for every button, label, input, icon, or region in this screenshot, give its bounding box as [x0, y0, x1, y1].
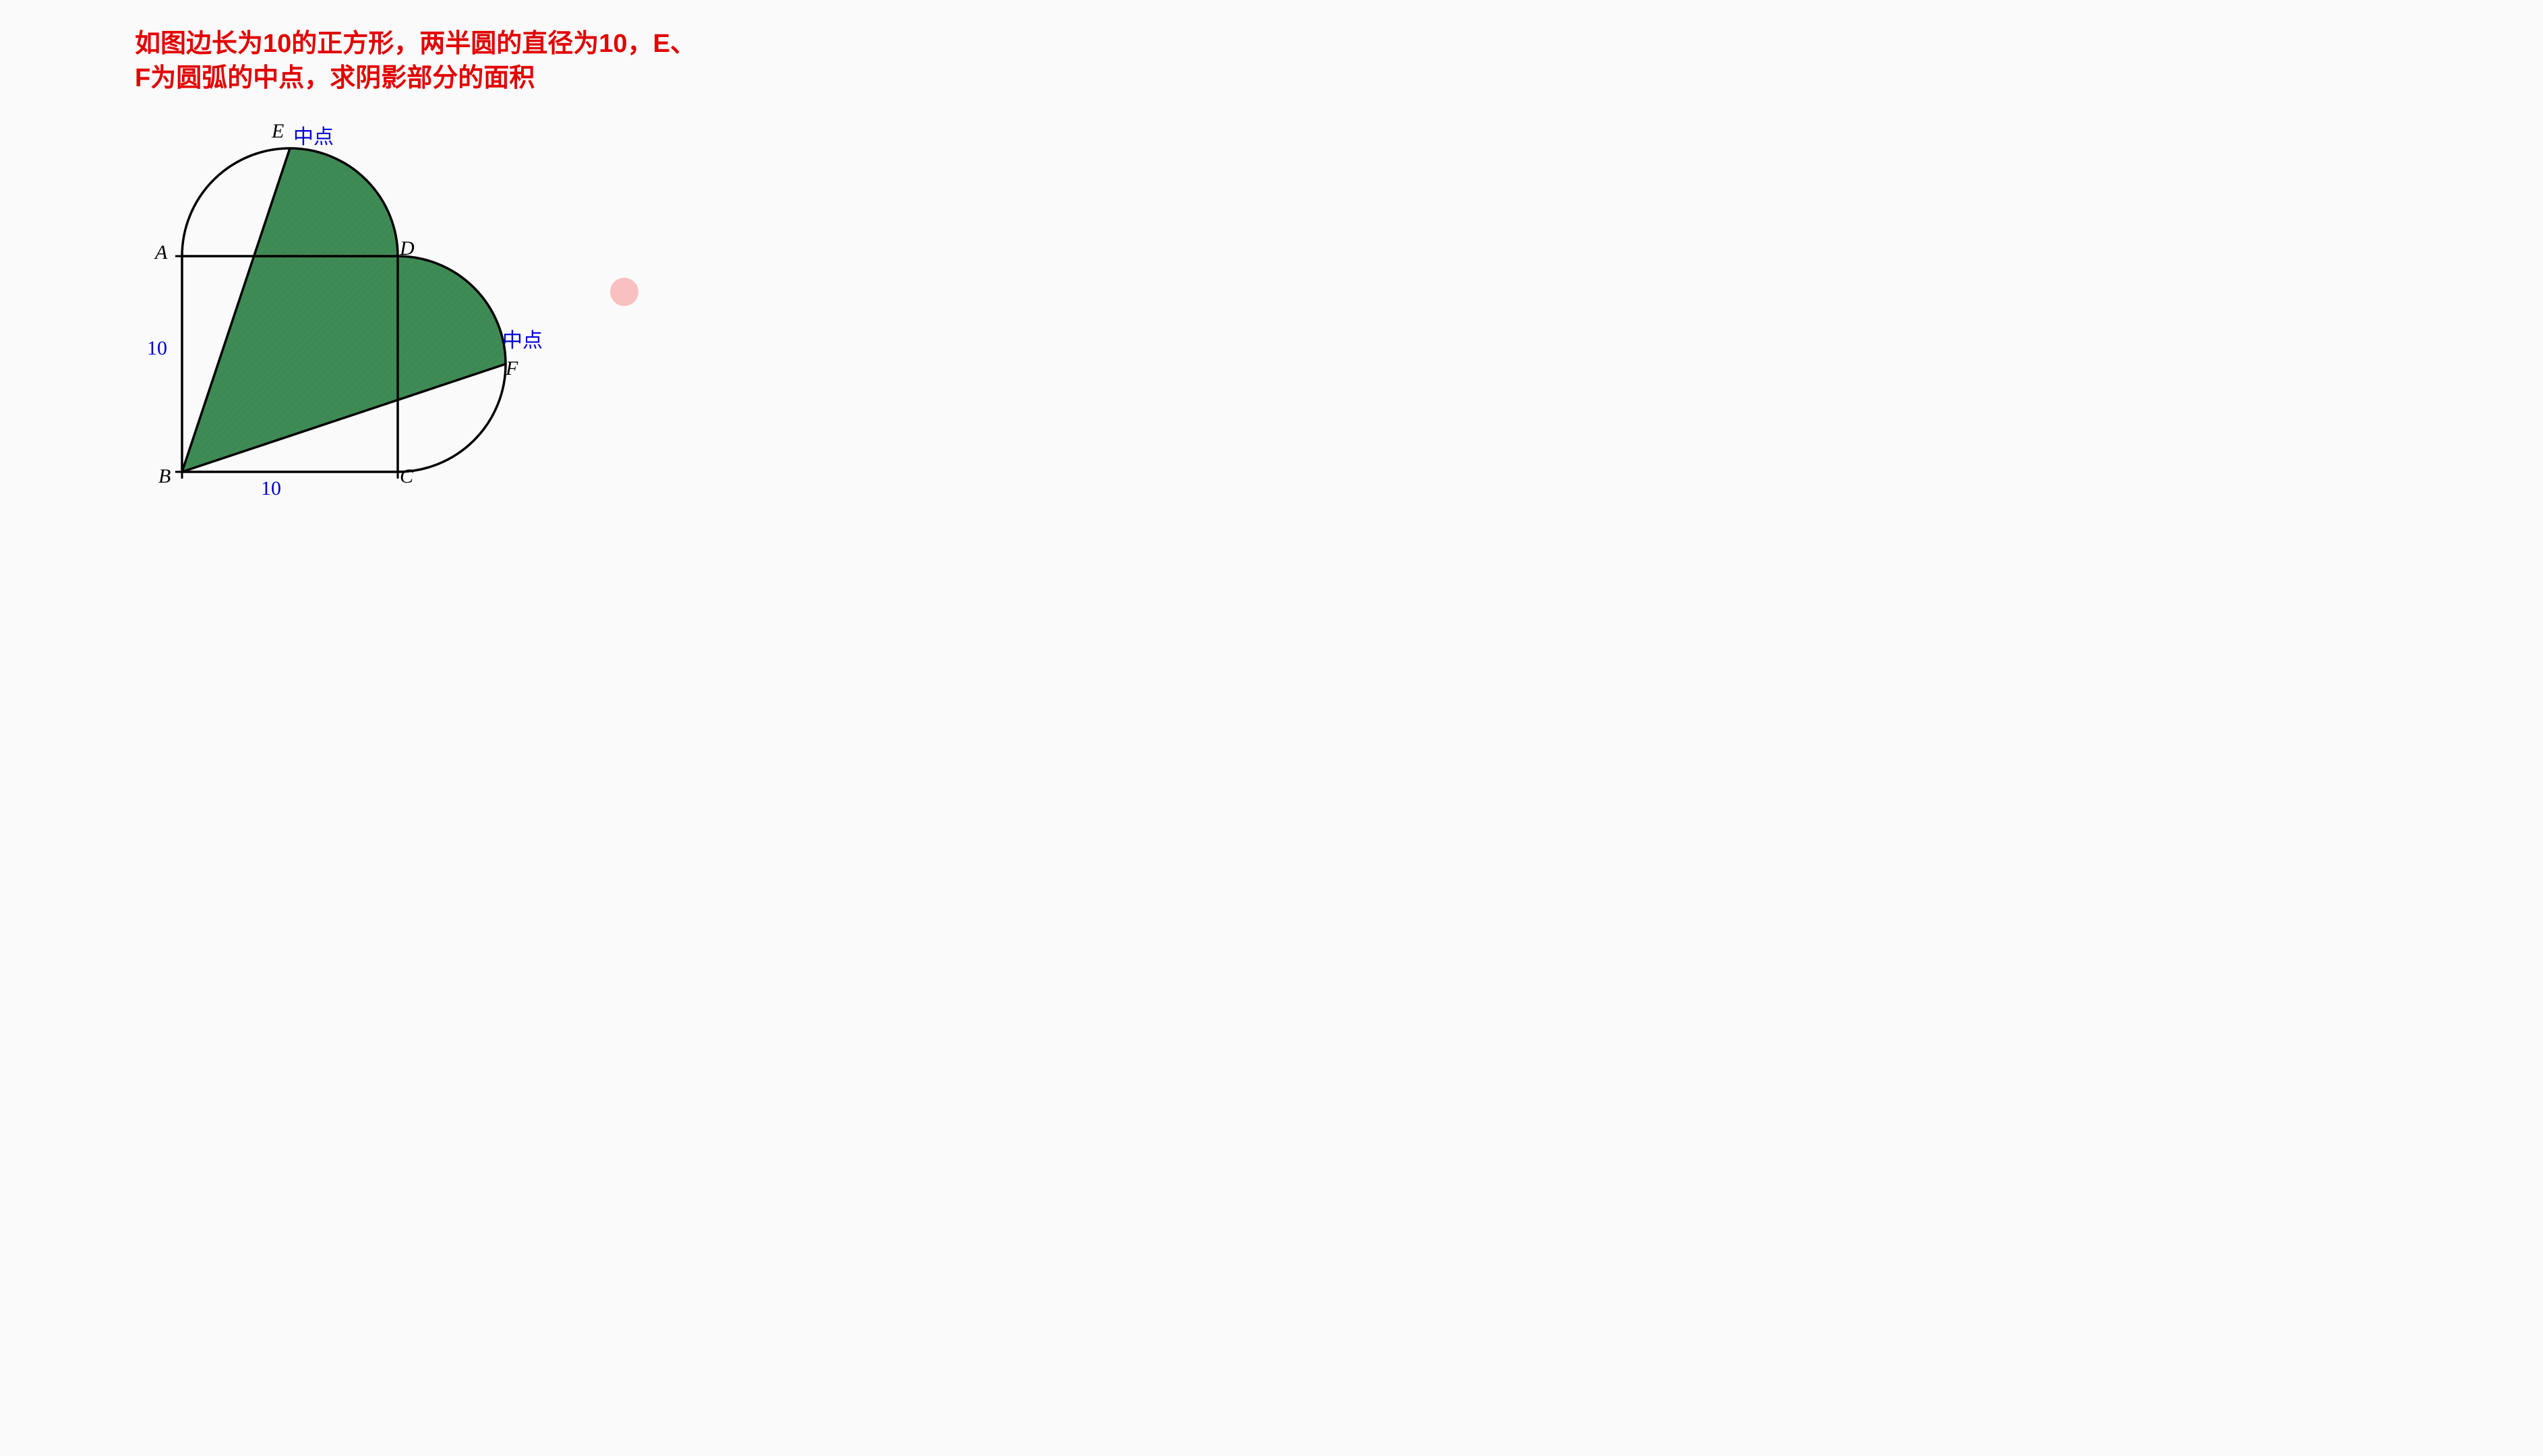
label-f: F [506, 357, 518, 380]
label-b: B [158, 465, 171, 488]
label-e: E [272, 120, 284, 143]
label-midpoint-e: 中点 [293, 120, 334, 150]
figure-svg [121, 108, 593, 526]
problem-line1: 如图边长为10的正方形，两半圆的直径为10，E、 [135, 30, 696, 58]
label-midpoint-f: 中点 [502, 324, 543, 353]
label-c: C [400, 465, 413, 488]
geometry-figure: A B C D E F 中点 中点 10 10 [121, 108, 593, 529]
problem-line2: F为圆弧的中点，求阴影部分的面积 [135, 64, 535, 92]
diagram-container: 如图边长为10的正方形，两半圆的直径为10，E、 F为圆弧的中点，求阴影部分的面… [0, 0, 982, 550]
problem-statement: 如图边长为10的正方形，两半圆的直径为10，E、 F为圆弧的中点，求阴影部分的面… [135, 27, 843, 96]
cursor-indicator [610, 278, 638, 306]
shaded-region-hatch [182, 148, 506, 472]
label-side-ab: 10 [147, 337, 167, 360]
label-d: D [400, 237, 415, 260]
label-side-bc: 10 [261, 477, 281, 500]
label-a: A [155, 241, 167, 264]
